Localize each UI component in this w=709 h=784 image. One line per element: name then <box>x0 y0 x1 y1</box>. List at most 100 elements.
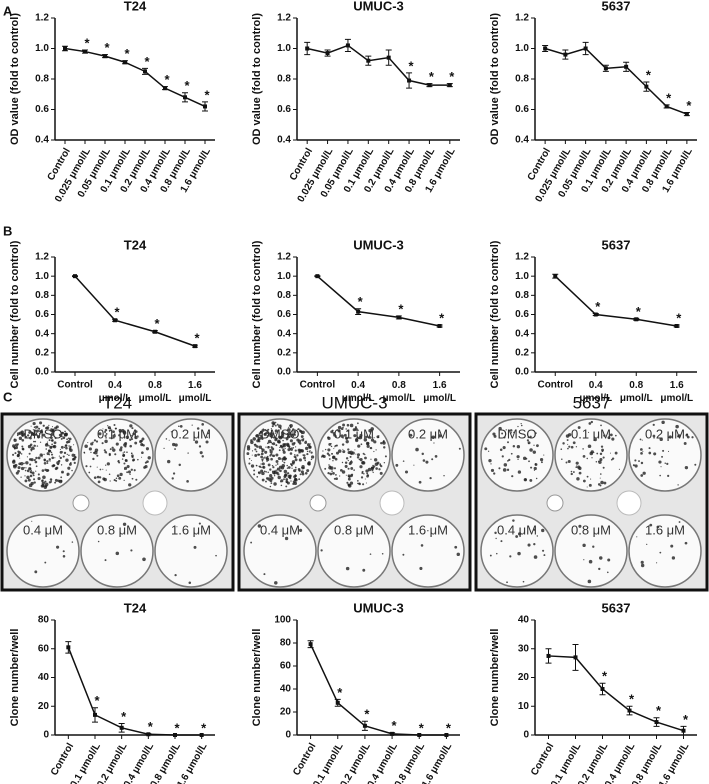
colony <box>131 427 134 430</box>
colony <box>379 471 383 475</box>
colony <box>283 461 286 464</box>
colony <box>119 448 123 452</box>
colony <box>61 431 64 434</box>
colony <box>534 432 537 435</box>
colony <box>259 434 262 437</box>
colony <box>22 434 24 436</box>
colony <box>516 455 520 459</box>
colony <box>30 458 34 462</box>
y-axis-label: OD value (fold to control) <box>489 13 501 145</box>
well-label: 0.4 μM <box>497 522 537 537</box>
colony <box>362 568 366 572</box>
colony <box>20 466 25 471</box>
colony <box>381 552 384 555</box>
colony <box>587 444 592 449</box>
colony <box>634 464 638 468</box>
colony <box>668 435 672 439</box>
colony <box>535 477 538 480</box>
series-line <box>74 275 196 347</box>
colony <box>372 467 374 469</box>
colony <box>71 453 75 457</box>
colony <box>65 446 68 450</box>
colony <box>309 450 311 452</box>
series-line <box>307 44 450 86</box>
colony <box>614 451 618 455</box>
colony <box>35 470 37 472</box>
colony <box>648 451 652 455</box>
colony <box>488 458 492 463</box>
data-point <box>386 55 391 60</box>
colony <box>269 468 272 471</box>
colony <box>275 464 277 466</box>
colony <box>282 447 284 449</box>
colony <box>283 456 286 459</box>
colony <box>427 530 429 532</box>
colony <box>103 449 106 452</box>
colony <box>119 472 123 477</box>
colony <box>677 484 679 486</box>
colony <box>50 480 53 483</box>
colony <box>261 460 264 462</box>
colony <box>19 457 21 459</box>
colony <box>286 472 290 475</box>
significance-mark: * <box>398 301 404 316</box>
colony <box>48 458 51 461</box>
colony <box>493 434 497 438</box>
colony <box>409 433 413 437</box>
data-point <box>674 324 679 328</box>
colony <box>96 475 100 479</box>
colony <box>58 479 63 484</box>
colony <box>269 450 273 454</box>
colony <box>429 476 432 480</box>
colony <box>603 434 606 437</box>
colony <box>289 424 291 427</box>
colony <box>102 428 104 430</box>
y-tick-label: 0.4 <box>35 135 49 146</box>
significance-mark: * <box>164 72 170 87</box>
y-tick-label: 80 <box>38 615 50 626</box>
colony <box>123 451 126 453</box>
colony <box>62 550 65 553</box>
colony <box>97 540 100 543</box>
colony <box>45 448 48 450</box>
colony <box>510 452 513 455</box>
data-point <box>546 653 551 658</box>
colony <box>520 424 523 427</box>
colony <box>90 442 94 446</box>
colony <box>303 454 306 457</box>
colony <box>30 471 32 473</box>
colony <box>337 449 342 453</box>
colony <box>364 456 367 460</box>
colony <box>607 571 609 574</box>
colony <box>498 426 502 431</box>
colony <box>358 482 361 485</box>
colony <box>380 441 383 445</box>
colony <box>363 438 368 442</box>
colony <box>24 435 28 438</box>
colony <box>276 439 281 444</box>
colony <box>567 459 571 464</box>
colony <box>287 466 291 469</box>
well-label: 1.6 μM <box>408 522 448 537</box>
colony <box>126 451 128 454</box>
colony <box>254 448 257 451</box>
y-tick-label: 0.2 <box>277 347 291 358</box>
colony <box>600 480 604 485</box>
plate-hole <box>379 490 405 516</box>
colony <box>615 434 617 437</box>
colony <box>138 436 140 438</box>
colony <box>298 439 302 443</box>
colony <box>337 425 342 430</box>
colony <box>53 441 57 445</box>
colony <box>33 481 36 484</box>
colony <box>332 455 335 459</box>
panel-letter: B <box>3 223 12 238</box>
colony <box>261 462 265 466</box>
colony <box>270 428 272 430</box>
colony <box>274 432 276 434</box>
colony <box>352 428 356 432</box>
colony <box>261 450 264 453</box>
colony <box>413 464 415 466</box>
colony <box>602 456 605 459</box>
colony <box>291 460 296 464</box>
